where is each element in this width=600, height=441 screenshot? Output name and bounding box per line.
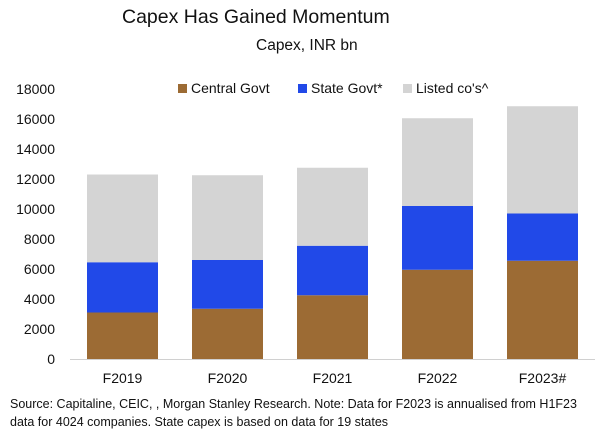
bar-segment bbox=[297, 167, 368, 246]
source-note: Source: Capitaline, CEIC, , Morgan Stanl… bbox=[10, 397, 577, 429]
legend-label: Listed co's^ bbox=[416, 80, 489, 96]
legend-label: Central Govt bbox=[191, 80, 270, 96]
legend: Central Govt State Govt* Listed co's^ bbox=[178, 80, 489, 96]
x-tick-label: F2022 bbox=[418, 370, 458, 386]
bar-segment bbox=[87, 312, 158, 359]
y-tick-label: 14000 bbox=[16, 141, 55, 157]
x-axis: F2019 F2020 F2021 F2022 F2023# bbox=[70, 359, 595, 386]
legend-label: State Govt* bbox=[311, 80, 383, 96]
stacked-bar-chart: Central Govt State Govt* Listed co's^ 0 200… bbox=[16, 80, 595, 386]
y-tick-label: 18000 bbox=[16, 81, 55, 97]
bar-segment bbox=[297, 295, 368, 359]
x-tick-label: F2020 bbox=[208, 370, 248, 386]
chart-subtitle: Capex, INR bn bbox=[256, 37, 358, 54]
bar-segment bbox=[507, 260, 578, 359]
x-tick-label: F2021 bbox=[313, 370, 353, 386]
y-tick-label: 16000 bbox=[16, 111, 55, 127]
y-tick-label: 12000 bbox=[16, 171, 55, 187]
y-tick-label: 6000 bbox=[24, 261, 55, 277]
bar-segment bbox=[402, 269, 473, 359]
bar-segment bbox=[192, 308, 263, 359]
bar-segment bbox=[507, 106, 578, 214]
y-tick-label: 0 bbox=[47, 351, 55, 367]
x-tick-label: F2023# bbox=[519, 370, 567, 386]
bar-segment bbox=[507, 213, 578, 261]
bar-segment bbox=[402, 118, 473, 206]
y-axis: 0 2000 4000 6000 8000 10000 12000 14000 16000 180… bbox=[16, 81, 55, 367]
bars bbox=[87, 106, 578, 359]
bar-segment bbox=[192, 175, 263, 260]
bar-segment bbox=[297, 245, 368, 296]
bar-segment bbox=[87, 262, 158, 313]
legend-swatch bbox=[403, 84, 412, 93]
chart-title: Capex Has Gained Momentum bbox=[122, 6, 390, 28]
bar-segment bbox=[192, 260, 263, 309]
y-tick-label: 10000 bbox=[16, 201, 55, 217]
y-tick-label: 8000 bbox=[24, 231, 55, 247]
y-tick-label: 4000 bbox=[24, 291, 55, 307]
legend-swatch bbox=[298, 84, 307, 93]
bar-segment bbox=[402, 206, 473, 270]
x-tick-label: F2019 bbox=[103, 370, 143, 386]
legend-swatch bbox=[178, 84, 187, 93]
y-tick-label: 2000 bbox=[24, 321, 55, 337]
bar-segment bbox=[87, 174, 158, 263]
